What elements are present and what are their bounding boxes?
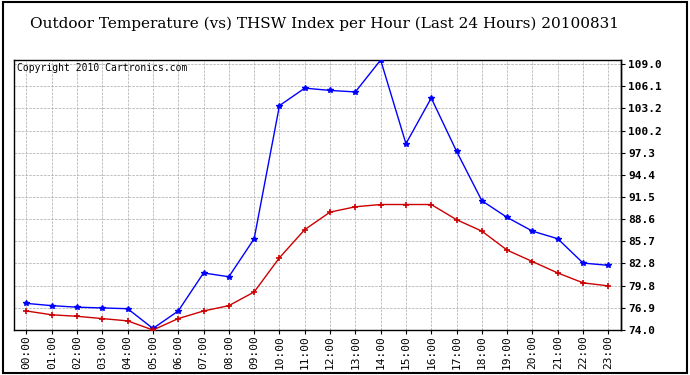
Text: Outdoor Temperature (vs) THSW Index per Hour (Last 24 Hours) 20100831: Outdoor Temperature (vs) THSW Index per … bbox=[30, 17, 619, 31]
Text: Copyright 2010 Cartronics.com: Copyright 2010 Cartronics.com bbox=[17, 63, 187, 73]
